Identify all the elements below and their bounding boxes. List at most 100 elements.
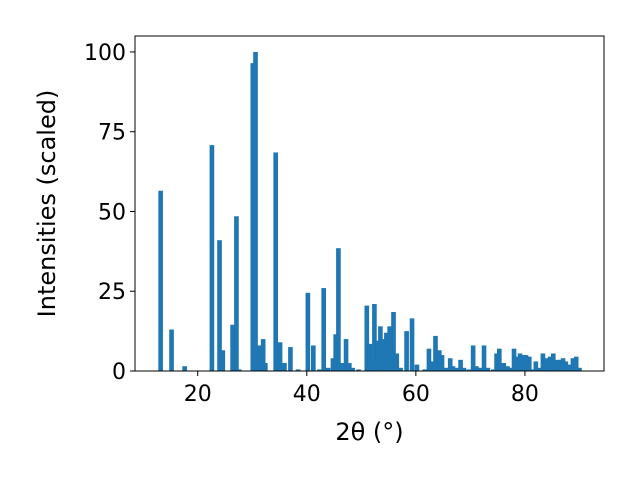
bar <box>217 240 222 371</box>
bar <box>543 358 549 371</box>
bar <box>404 331 409 371</box>
bar <box>364 305 370 371</box>
bar <box>436 350 442 371</box>
bar <box>391 311 396 371</box>
y-tick-label: 25 <box>98 280 126 305</box>
bar <box>494 353 499 371</box>
bar <box>481 345 487 371</box>
bar <box>508 367 514 371</box>
x-axis-label: 2θ (°) <box>335 418 403 446</box>
bar <box>387 326 392 371</box>
bar <box>350 367 355 371</box>
bar <box>477 367 483 371</box>
bar <box>305 292 311 371</box>
bar <box>501 363 506 371</box>
bar <box>282 363 287 371</box>
x-tick-label: 60 <box>402 382 430 407</box>
bar <box>260 339 266 371</box>
bar <box>253 51 258 371</box>
bar <box>378 326 383 371</box>
bar <box>394 353 400 371</box>
bar <box>577 367 582 371</box>
bar <box>234 216 239 371</box>
bar <box>514 356 520 371</box>
bar <box>496 348 502 371</box>
bar <box>288 347 293 371</box>
bar <box>523 355 529 371</box>
bar <box>520 355 526 371</box>
bar <box>554 359 559 371</box>
y-axis-ticks: 0 25 50 75 100 <box>84 41 135 385</box>
bar <box>458 359 463 371</box>
bar <box>273 152 279 371</box>
bar <box>230 324 235 371</box>
y-tick-label: 0 <box>112 360 126 385</box>
bar <box>540 353 546 371</box>
bar <box>563 361 569 371</box>
bar <box>505 366 510 371</box>
bar <box>422 369 427 371</box>
bar <box>450 366 456 371</box>
bar <box>375 340 380 371</box>
bar <box>517 353 523 371</box>
bar <box>295 369 301 371</box>
y-tick-label: 100 <box>84 41 126 66</box>
x-tick-label: 40 <box>293 382 321 407</box>
x-axis-ticks: 20 40 60 80 <box>184 371 539 407</box>
bar <box>372 304 377 371</box>
bar <box>169 329 174 371</box>
bar <box>470 345 476 371</box>
bar <box>485 367 491 371</box>
bar <box>530 369 535 371</box>
bar <box>433 335 438 371</box>
bar <box>236 369 242 371</box>
bar <box>547 356 553 371</box>
bar <box>257 345 262 371</box>
bar <box>380 339 386 371</box>
bar <box>443 367 449 371</box>
bar <box>454 367 460 371</box>
bar <box>461 367 467 371</box>
x-tick-label: 20 <box>184 382 212 407</box>
y-tick-label: 75 <box>98 121 126 146</box>
bar <box>533 361 539 371</box>
bar <box>409 318 415 371</box>
x-tick-label: 80 <box>511 382 539 407</box>
bar <box>439 355 445 371</box>
bar <box>321 288 327 371</box>
bar <box>566 364 572 371</box>
bar <box>158 190 163 371</box>
bar <box>526 356 532 371</box>
bar <box>336 248 341 371</box>
bar <box>339 363 345 371</box>
bar <box>311 345 316 371</box>
bar <box>182 366 187 371</box>
bars-group <box>158 51 582 372</box>
bar <box>560 358 566 371</box>
bar <box>550 353 556 371</box>
bar <box>277 342 283 371</box>
bar <box>250 63 256 372</box>
bar <box>570 358 576 371</box>
y-axis-label: Intensities (scaled) <box>33 90 61 318</box>
y-tick-label: 50 <box>98 200 126 225</box>
bar <box>511 348 517 371</box>
bar <box>490 369 496 371</box>
bar <box>209 145 215 371</box>
bar <box>325 367 331 371</box>
bar <box>356 369 361 371</box>
bar <box>466 369 472 371</box>
bar <box>330 358 336 371</box>
bar <box>384 332 389 371</box>
bar <box>343 339 349 371</box>
bar <box>557 359 563 371</box>
bar <box>426 348 432 371</box>
bar <box>414 364 420 371</box>
bar <box>263 363 268 371</box>
bar <box>536 367 542 371</box>
plot-frame <box>134 35 605 372</box>
bar <box>333 334 339 371</box>
bar <box>220 350 226 371</box>
bar <box>447 358 453 371</box>
